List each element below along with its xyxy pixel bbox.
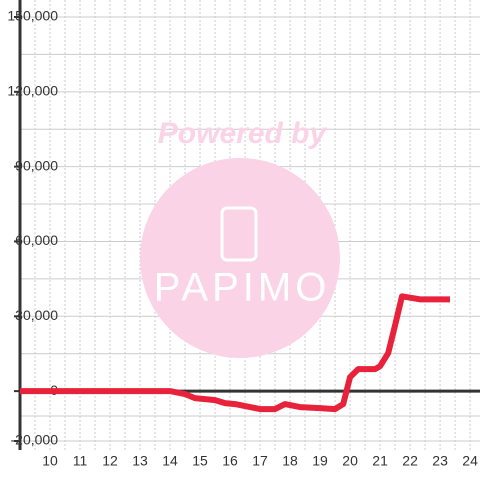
x-tick-label: 22 [402, 453, 418, 469]
y-tick-label: 150,000 [7, 8, 58, 24]
x-tick-label: 23 [432, 453, 448, 469]
x-tick-label: 11 [73, 453, 88, 469]
x-tick-label: 12 [102, 453, 118, 469]
watermark-icon [220, 206, 258, 262]
x-tick-label: 20 [342, 453, 358, 469]
y-tick-label: 90,000 [15, 157, 58, 173]
x-tick-label: 19 [312, 453, 328, 469]
y-tick-label: 60,000 [15, 232, 58, 248]
watermark: Powered by PAPIMO [140, 117, 340, 358]
x-tick-label: 14 [162, 453, 178, 469]
x-tick-label: 16 [222, 453, 238, 469]
x-tick-label: 24 [462, 453, 478, 469]
x-tick-label: 13 [132, 453, 148, 469]
y-tick-label: 120,000 [7, 83, 58, 99]
data-line [20, 293, 450, 413]
y-tick-label: 30,000 [15, 307, 58, 323]
x-tick-label: 17 [252, 453, 268, 469]
watermark-logo: PAPIMO [154, 266, 331, 310]
watermark-circle [140, 158, 340, 358]
watermark-text: Powered by [158, 117, 328, 150]
y-tick-label: -20,000 [11, 432, 59, 448]
x-tick-label: 18 [282, 453, 298, 469]
x-tick-label: 15 [192, 453, 208, 469]
x-tick-label: 10 [42, 453, 58, 469]
x-tick-label: 21 [372, 453, 388, 469]
